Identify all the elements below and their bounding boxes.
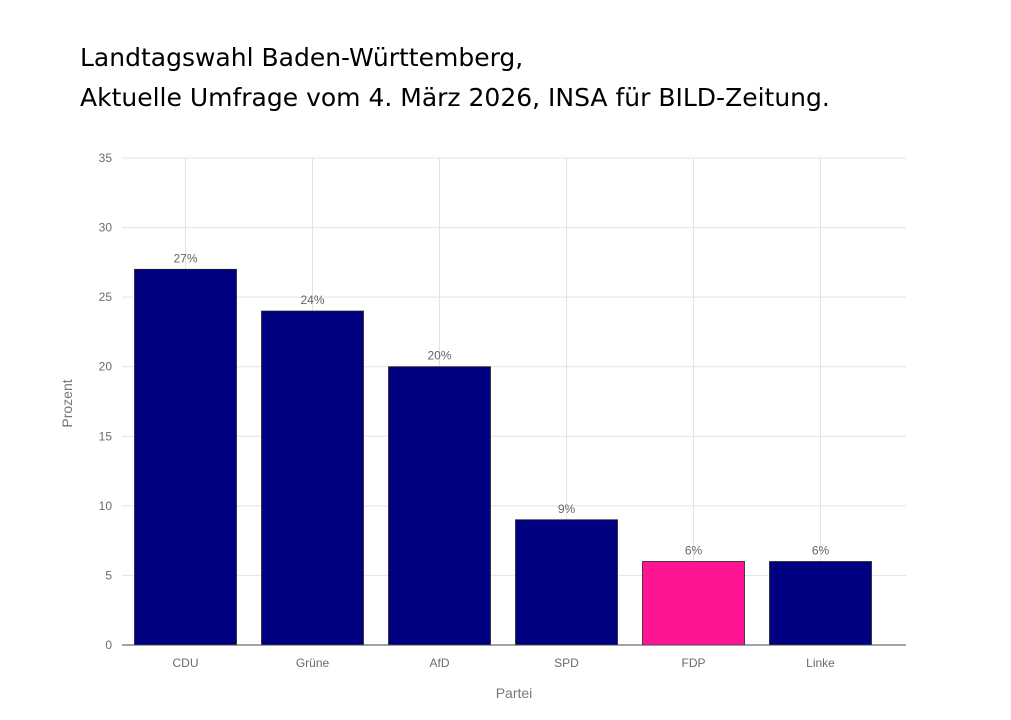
data-label: 24% [300,293,324,307]
x-tick-label: AfD [429,656,449,670]
x-tick-label: SPD [554,656,579,670]
y-tick-label: 15 [99,429,113,443]
bar-cdu [134,268,237,646]
y-tick-label: 5 [105,568,112,582]
bar-grüne [261,310,364,646]
data-label: 6% [685,544,703,558]
chart-title-line-1: Landtagswahl Baden-Württemberg, [80,43,524,72]
bar-afd [388,366,491,646]
y-tick-label: 20 [99,360,113,374]
bars [134,268,872,646]
data-label: 6% [812,544,830,558]
chart-title-line-2: Aktuelle Umfrage vom 4. März 2026, INSA … [80,83,830,112]
x-tick-label: FDP [682,656,706,670]
y-tick-label: 10 [99,499,113,513]
data-labels: 27% 24% 20% 9% 6% 6% [173,251,829,557]
y-axis-title: Prozent [59,379,75,427]
data-label: 20% [427,349,451,363]
y-tick-label: 0 [105,638,112,652]
y-tick-label: 30 [99,221,113,235]
y-tick-label: 25 [99,290,113,304]
x-tick-label: CDU [173,656,199,670]
x-tick-label: Linke [806,656,835,670]
x-tick-label: Grüne [296,656,330,670]
x-axis-title: Partei [496,685,533,701]
bar-spd [515,519,618,646]
axes: 0 5 10 15 20 25 30 35 CDU Grüne AfD SPD FDP Linke Part… [59,151,906,701]
chart-title: Landtagswahl Baden-Württemberg, Aktuelle… [80,38,980,118]
bar-fdp [642,561,745,646]
bar-linke [769,561,872,646]
y-tick-label: 35 [99,151,113,165]
data-label: 27% [173,251,197,265]
data-label: 9% [558,502,576,516]
